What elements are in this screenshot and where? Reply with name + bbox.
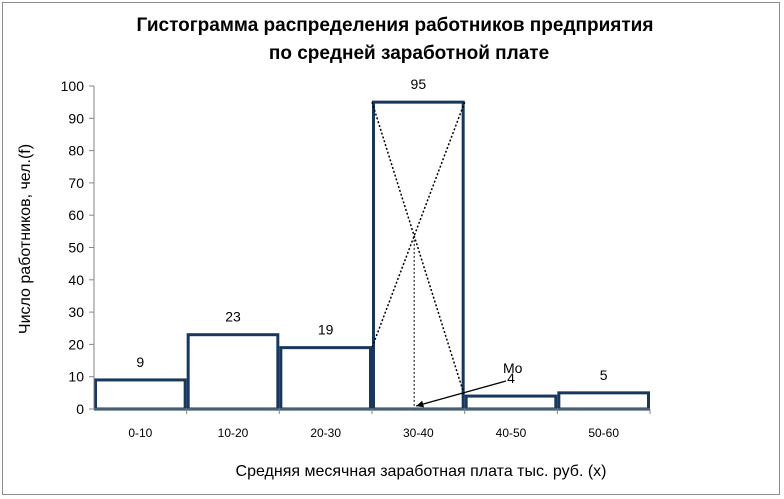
y-tick-label: 70 — [68, 175, 84, 191]
bar-data-label: 23 — [225, 309, 241, 325]
chart-title-line-2: по средней заработной плате — [269, 43, 549, 64]
histogram-chart: Гистограмма распределения работников пре… — [17, 15, 654, 480]
y-tick-label: 10 — [68, 369, 84, 385]
bar-data-labels: 9 23 19 95 4 5 — [136, 76, 607, 386]
x-category-label: 50-60 — [588, 426, 619, 440]
x-category-label: 10-20 — [218, 426, 249, 440]
bar-10-20 — [186, 333, 280, 411]
bar-0-10 — [94, 378, 187, 411]
y-tick-label: 20 — [68, 336, 84, 352]
mode-construction — [371, 101, 507, 409]
x-axis-title: Средняя месячная заработная плата тыс. р… — [236, 463, 607, 480]
chart-title-line-1: Гистограмма распределения работников пре… — [137, 15, 654, 36]
y-tick-label: 80 — [68, 143, 84, 159]
y-tick-label: 40 — [68, 272, 84, 288]
x-category-label: 0-10 — [128, 426, 152, 440]
bar-data-label: 5 — [600, 367, 608, 383]
y-tick-label: 50 — [68, 240, 84, 256]
bar-data-label: 9 — [136, 354, 144, 370]
y-axis-ticks: 0 10 20 30 40 50 60 70 80 90 100 — [61, 78, 94, 417]
y-tick-label: 90 — [68, 110, 84, 126]
y-tick-label: 60 — [68, 207, 84, 223]
y-axis-title: Число работников, чел.(f) — [17, 144, 34, 334]
bar-50-60 — [557, 391, 650, 411]
x-axis-category-labels: 0-10 10-20 20-30 30-40 40-50 50-60 — [128, 409, 651, 440]
histogram-bars — [94, 100, 650, 411]
y-tick-label: 30 — [68, 304, 84, 320]
mode-arrow-head — [416, 400, 425, 408]
bar-40-50 — [464, 394, 558, 411]
bar-data-label: 19 — [318, 322, 334, 338]
bar-data-label: 4 — [507, 370, 515, 386]
x-category-label: 40-50 — [496, 426, 527, 440]
mode-label: Mo — [503, 360, 523, 376]
mode-arrow-line — [415, 380, 507, 407]
mode-diagonal-left — [371, 101, 466, 397]
bar-data-label: 95 — [411, 76, 427, 92]
x-category-label: 20-30 — [310, 426, 341, 440]
bar-20-30 — [279, 346, 373, 411]
y-tick-label: 0 — [76, 401, 84, 417]
y-tick-label: 100 — [61, 78, 85, 94]
x-category-label: 30-40 — [403, 426, 434, 440]
